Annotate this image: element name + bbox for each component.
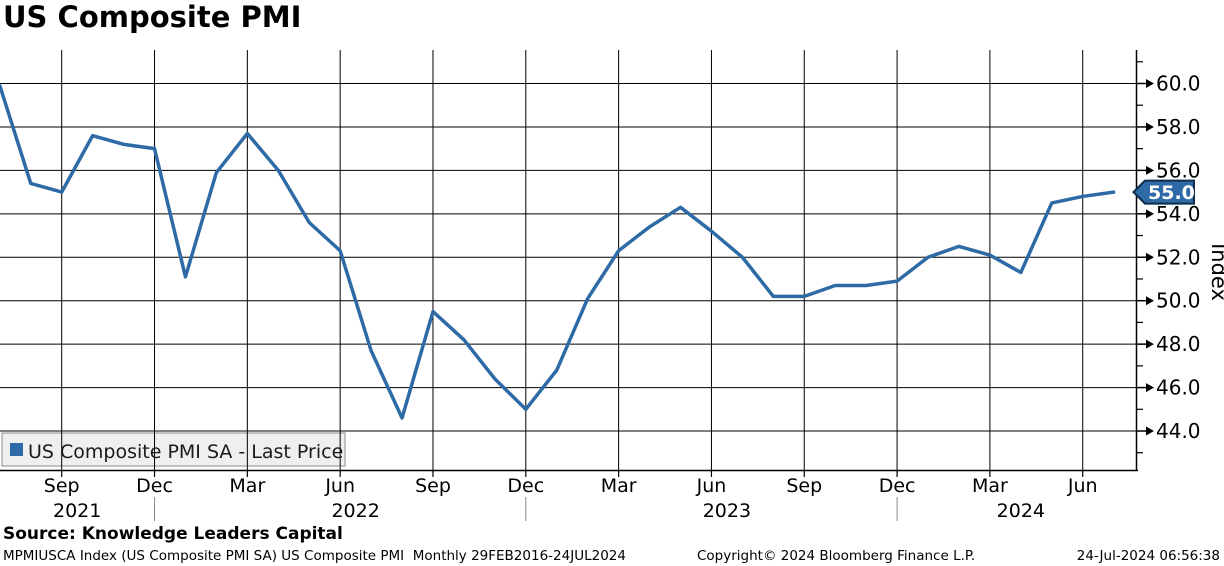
y-tick-arrowhead: [1146, 339, 1154, 349]
timestamp: 24-Jul-2024 06:56:38: [1076, 548, 1220, 564]
x-month-label: Jun: [1067, 475, 1098, 497]
x-month-label: Mar: [229, 475, 265, 497]
y-tick-label: 60.0: [1156, 72, 1201, 96]
y-tick-label: 52.0: [1156, 245, 1201, 269]
last-price-badge: [1132, 179, 1195, 205]
y-tick-label: 44.0: [1156, 419, 1201, 443]
x-month-label: Dec: [507, 475, 544, 497]
y-tick-label: 56.0: [1156, 158, 1201, 182]
copyright-notice: Copyright© 2024 Bloomberg Finance L.P.: [697, 548, 976, 564]
x-month-label: Dec: [879, 475, 916, 497]
legend-box: [1, 432, 346, 467]
y-tick-label: 46.0: [1156, 376, 1201, 400]
x-month-label: Sep: [44, 475, 80, 497]
x-year-label: 2021: [53, 500, 101, 522]
y-tick-label: 54.0: [1156, 202, 1201, 226]
pmi-series-line: [0, 83, 1116, 420]
legend-swatch-icon: [10, 443, 23, 456]
x-year-label: 2023: [703, 500, 751, 522]
ticker-description: MPMIUSCA Index (US Composite PMI SA) US …: [3, 548, 626, 564]
x-month-label: Dec: [136, 475, 173, 497]
y-axis-title: Index: [1207, 243, 1224, 301]
y-tick-arrowhead: [1146, 426, 1154, 436]
page-title: US Composite PMI: [3, 0, 302, 34]
y-tick-label: 48.0: [1156, 332, 1201, 356]
x-month-label: Jun: [324, 475, 355, 497]
y-tick-arrowhead: [1146, 383, 1154, 393]
y-tick-arrowhead: [1146, 209, 1154, 219]
last-price-value: 55.0: [1148, 182, 1195, 204]
y-tick-arrowhead: [1146, 79, 1154, 88]
x-month-label: Sep: [415, 475, 451, 497]
source-caption: Source: Knowledge Leaders Capital: [3, 524, 343, 544]
y-tick-arrowhead: [1146, 252, 1154, 262]
x-year-label: 2022: [331, 500, 379, 522]
x-month-label: Mar: [972, 475, 1008, 497]
y-tick-arrowhead: [1146, 296, 1154, 306]
y-tick-arrowhead: [1146, 122, 1154, 132]
y-tick-arrowhead: [1146, 165, 1154, 175]
legend-label: US Composite PMI SA - Last Price: [28, 441, 343, 463]
y-tick-label: 50.0: [1156, 289, 1201, 313]
x-month-label: Mar: [601, 475, 637, 497]
x-month-label: Jun: [696, 475, 727, 497]
y-tick-label: 58.0: [1156, 115, 1201, 139]
x-year-label: 2024: [997, 500, 1045, 522]
x-month-label: Sep: [786, 475, 822, 497]
